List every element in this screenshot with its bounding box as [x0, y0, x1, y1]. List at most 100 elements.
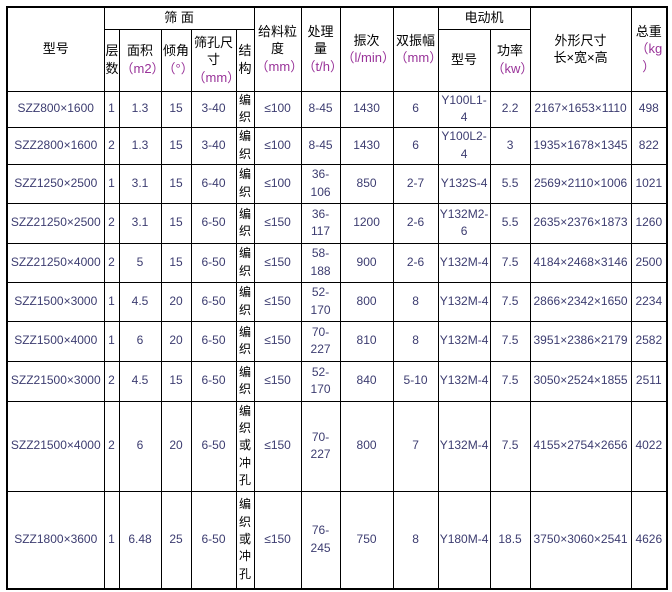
col-header-vibration-freq-label: 振次 [353, 32, 380, 48]
cell-incline: 15 [160, 163, 192, 204]
cell-vibration_freq: 840 [339, 360, 394, 402]
header-group-row: 型号 筛 面 给料粒度 （mm） 处理量 （t/h） 振次 （l/min） 双振… [6, 6, 668, 92]
cell-dimensions: 3750×3060×2541 [529, 490, 632, 590]
cell-model: SZZ1800×3600 [6, 490, 105, 590]
group-header-screen-surface: 筛 面 [103, 6, 255, 30]
cell-model: SZZ2800×1600 [6, 126, 105, 165]
cell-motor_power: 18.5 [489, 490, 531, 590]
col-header-area: 面积 （m2） [118, 28, 162, 92]
cell-model: SZZ21250×2500 [6, 202, 105, 244]
cell-feed_size: ≤150 [253, 242, 302, 283]
table-row: SZZ21250×2500 2 3.1 15 6-50 编织 ≤150 36-117 1200 2… [6, 202, 668, 244]
cell-area: 3.1 [118, 202, 162, 244]
cell-structure: 编织 [235, 281, 255, 322]
spec-table-body: SZZ800×1600 1 1.3 15 3-40 编织 ≤100 8-45 1430 6 Y100… [6, 90, 668, 590]
cell-area: 4.5 [118, 360, 162, 402]
col-header-motor-model-label: 型号 [451, 52, 478, 68]
cell-dimensions: 4184×2468×3146 [529, 242, 632, 283]
col-header-structure-label: 结构 [238, 43, 252, 76]
cell-total_weight: 1260 [630, 202, 668, 244]
cell-feed_size: ≤150 [253, 202, 302, 244]
cell-layers: 1 [103, 281, 120, 322]
cell-total_weight: 2582 [630, 320, 668, 362]
cell-motor_model: Y132M-4 [437, 320, 491, 362]
cell-motor_model: Y132S-4 [437, 163, 491, 204]
cell-feed_size: ≤150 [253, 360, 302, 402]
cell-model: SZZ1250×2500 [6, 163, 105, 204]
table-row: SZZ1250×2500 1 3.1 15 6-40 编织 ≤100 36-106 850 2-7… [6, 163, 668, 204]
cell-capacity: 8-45 [300, 126, 341, 165]
cell-mesh_size: 6-50 [190, 320, 237, 362]
group-header-motor: 电动机 [437, 6, 531, 30]
cell-total_weight: 822 [630, 126, 668, 165]
cell-structure: 编织 [235, 202, 255, 244]
col-header-motor-power-label: 功率 [497, 43, 524, 59]
cell-double_amplitude: 6 [392, 126, 439, 165]
cell-vibration_freq: 800 [339, 400, 394, 492]
col-header-structure: 结构 [235, 28, 255, 92]
cell-motor_power: 3 [489, 126, 531, 165]
cell-dimensions: 2569×2110×1006 [529, 163, 632, 204]
cell-double_amplitude: 6 [392, 90, 439, 128]
cell-dimensions: 1935×1678×1345 [529, 126, 632, 165]
col-header-layers: 层数 [103, 28, 120, 92]
col-header-feed-size-label: 给料粒度 [258, 23, 298, 57]
cell-total_weight: 4022 [630, 400, 668, 492]
cell-model: SZZ1500×4000 [6, 320, 105, 362]
cell-vibration_freq: 1430 [339, 126, 394, 165]
cell-incline: 15 [160, 126, 192, 165]
table-row: SZZ800×1600 1 1.3 15 3-40 编织 ≤100 8-45 1430 6 Y100… [6, 90, 668, 128]
cell-incline: 15 [160, 242, 192, 283]
cell-capacity: 36-117 [300, 202, 341, 244]
cell-area: 1.3 [118, 126, 162, 165]
cell-total_weight: 498 [630, 90, 668, 128]
cell-motor_power: 7.5 [489, 320, 531, 362]
cell-incline: 15 [160, 202, 192, 244]
cell-vibration_freq: 1200 [339, 202, 394, 244]
cell-motor_power: 7.5 [489, 400, 531, 492]
cell-mesh_size: 3-40 [190, 126, 237, 165]
cell-double_amplitude: 5-10 [392, 360, 439, 402]
cell-double_amplitude: 8 [392, 490, 439, 590]
cell-capacity: 70-227 [300, 320, 341, 362]
cell-double_amplitude: 2-7 [392, 163, 439, 204]
col-header-dimensions-sublabel: 长×宽×高 [553, 50, 608, 66]
cell-structure: 编织或冲孔 [235, 490, 255, 590]
cell-layers: 2 [103, 202, 120, 244]
col-header-mesh-size-label: 筛孔尺寸 [193, 34, 233, 68]
cell-motor_model: Y132M-4 [437, 400, 491, 492]
cell-motor_power: 7.5 [489, 360, 531, 402]
cell-total_weight: 4626 [630, 490, 668, 590]
col-header-incline: 倾角 （°） [160, 28, 192, 92]
col-header-incline-unit: （°） [162, 61, 191, 76]
cell-layers: 2 [103, 360, 120, 402]
cell-incline: 25 [160, 490, 192, 590]
cell-area: 6 [118, 320, 162, 362]
cell-dimensions: 2866×2342×1650 [529, 281, 632, 322]
cell-double_amplitude: 8 [392, 320, 439, 362]
col-header-double-amplitude: 双振幅 （mm） [392, 6, 439, 92]
cell-double_amplitude: 2-6 [392, 202, 439, 244]
cell-motor_model: Y132M2-6 [437, 202, 491, 244]
spec-table-header: 型号 筛 面 给料粒度 （mm） 处理量 （t/h） 振次 （l/min） 双振… [6, 6, 668, 92]
cell-motor_model: Y100L2-4 [437, 126, 491, 165]
cell-feed_size: ≤100 [253, 163, 302, 204]
cell-mesh_size: 6-50 [190, 281, 237, 322]
cell-capacity: 76-245 [300, 490, 341, 590]
col-header-capacity-label: 处理量 [307, 23, 334, 57]
cell-incline: 15 [160, 90, 192, 128]
col-header-double-amplitude-unit: （mm） [394, 50, 439, 66]
table-row: SZZ1500×4000 1 6 20 6-50 编织 ≤150 70-227 810 8 Y132… [6, 320, 668, 362]
cell-feed_size: ≤150 [253, 281, 302, 322]
cell-model: SZZ21250×4000 [6, 242, 105, 283]
cell-structure: 编织 [235, 360, 255, 402]
table-row: SZZ1800×3600 1 6.48 25 6-50 编织或冲孔 ≤150 76-245 75… [6, 490, 668, 590]
col-header-motor-model: 型号 [437, 28, 491, 92]
cell-model: SZZ21500×3000 [6, 360, 105, 402]
cell-feed_size: ≤150 [253, 320, 302, 362]
cell-layers: 2 [103, 242, 120, 283]
cell-layers: 1 [103, 90, 120, 128]
cell-motor_model: Y132M-4 [437, 281, 491, 322]
header-sub-row: 层数 面积 （m2） 倾角 （°） 筛孔尺寸 （mm） 结构 [7, 28, 667, 92]
